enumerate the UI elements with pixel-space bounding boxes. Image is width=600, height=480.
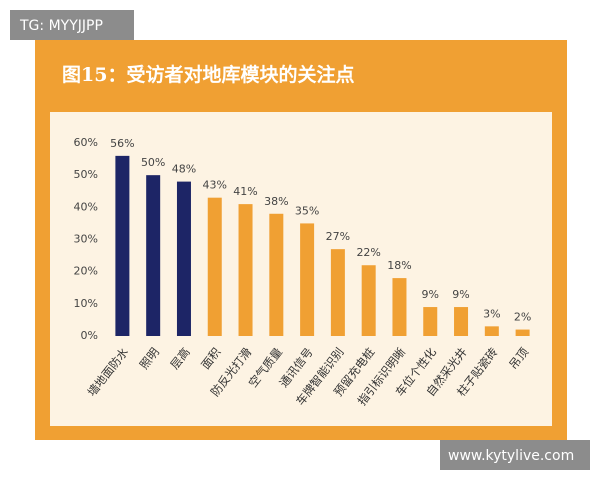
value-label: 2% [514, 311, 531, 324]
value-label: 35% [295, 204, 319, 217]
bar [238, 204, 253, 336]
value-label: 48% [172, 163, 196, 176]
watermark-box [10, 10, 134, 40]
bar [392, 278, 407, 336]
value-label: 18% [387, 259, 411, 272]
value-label: 27% [326, 230, 350, 243]
bar [269, 213, 284, 336]
y-tick-label: 40% [74, 200, 98, 213]
value-label: 3% [483, 307, 500, 320]
chart-title: 图15：受访者对地库模块的关注点 [62, 63, 354, 86]
value-label: 56% [110, 137, 134, 150]
value-label: 22% [356, 246, 380, 259]
bar [484, 326, 499, 336]
value-label: 9% [452, 288, 469, 301]
value-label: 43% [203, 179, 227, 192]
y-tick-label: 20% [74, 265, 98, 278]
value-label: 41% [233, 185, 257, 198]
y-tick-label: 10% [74, 297, 98, 310]
bar [207, 197, 222, 336]
y-tick-label: 0% [81, 329, 98, 342]
y-tick-label: 30% [74, 233, 98, 246]
watermark-box [440, 440, 590, 470]
bar [176, 181, 191, 336]
bar [423, 307, 438, 336]
watermark: www.kytylive.com [448, 448, 574, 464]
value-label: 50% [141, 156, 165, 169]
bar [361, 265, 376, 336]
bar [330, 249, 345, 336]
bar [115, 155, 130, 336]
bar [146, 175, 161, 336]
value-label: 38% [264, 195, 288, 208]
watermark: TG: MYYJJPP [19, 18, 103, 34]
y-tick-label: 60% [74, 136, 98, 149]
bar [300, 223, 315, 336]
bar [515, 329, 530, 336]
bar [454, 307, 469, 336]
value-label: 9% [422, 288, 439, 301]
y-tick-label: 50% [74, 168, 98, 181]
